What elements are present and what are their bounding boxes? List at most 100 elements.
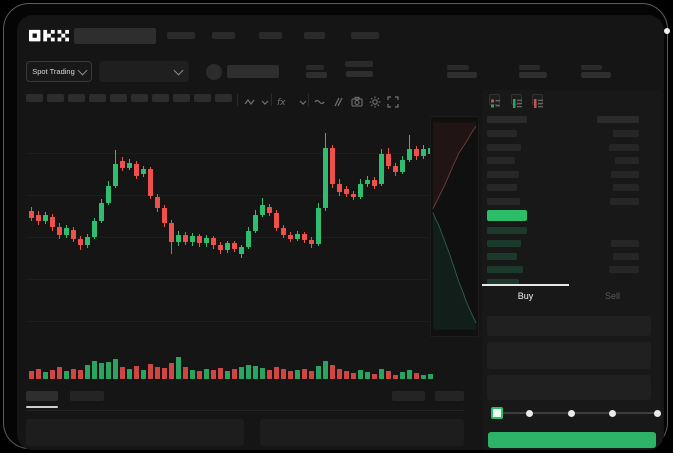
toolbar-chip[interactable]: [89, 94, 106, 102]
toolbar-chip[interactable]: [194, 94, 211, 102]
candle-wick: [408, 134, 410, 163]
nav-item-placeholder[interactable]: [304, 32, 325, 39]
toolbar-chip[interactable]: [131, 94, 148, 102]
candle-body: [162, 208, 167, 223]
volume-bar: [120, 367, 125, 379]
volume-bar: [50, 370, 55, 379]
slider-stop[interactable]: [609, 410, 616, 417]
candle-body: [288, 234, 293, 239]
price-input-placeholder[interactable]: [487, 316, 651, 336]
indicators-icon[interactable]: fx: [276, 95, 289, 108]
market-type-selector[interactable]: Spot Trading: [26, 61, 92, 82]
candle-body: [400, 160, 405, 173]
volume-bar: [176, 357, 181, 379]
volume-bar: [295, 370, 300, 379]
candle-body: [71, 229, 76, 239]
frame-camera-dot: [664, 28, 670, 34]
volume-bar: [99, 363, 104, 379]
header-search-placeholder[interactable]: [74, 28, 156, 44]
candle-body: [281, 227, 286, 235]
slider-stop[interactable]: [526, 410, 533, 417]
toolbar-chip[interactable]: [68, 94, 85, 102]
buy-button[interactable]: [488, 432, 656, 448]
orderbook-row-placeholder: [487, 143, 521, 151]
volume-bar: [218, 368, 223, 379]
fullscreen-icon[interactable]: [386, 95, 399, 108]
orderbook-row-placeholder: [609, 266, 639, 273]
gridline: [26, 279, 429, 280]
last-price-bar[interactable]: [487, 210, 527, 221]
chevron-down-icon[interactable]: [296, 95, 309, 108]
slider-stop[interactable]: [654, 410, 661, 417]
nav-item-placeholder[interactable]: [167, 32, 195, 39]
orderbook-row-placeholder: [609, 143, 639, 151]
bottom-action-placeholder[interactable]: [392, 391, 425, 401]
toolbar-chip[interactable]: [26, 94, 43, 102]
bottom-tab-active[interactable]: [26, 391, 58, 401]
chart-style-icon[interactable]: [243, 95, 256, 108]
nav-item-placeholder[interactable]: [259, 32, 282, 39]
volume-bar: [148, 364, 153, 379]
candle-body: [267, 207, 272, 214]
market-type-label: Spot Trading: [32, 67, 75, 76]
orders-panel-placeholder: [260, 419, 464, 446]
toolbar-chip[interactable]: [110, 94, 127, 102]
chevron-down-icon: [173, 65, 184, 75]
volume-bar: [57, 367, 62, 379]
orderbook-bids-icon[interactable]: [511, 94, 522, 108]
volume-bar: [358, 370, 363, 379]
orderbook-row-placeholder: [487, 157, 515, 165]
slider-handle[interactable]: [491, 407, 503, 419]
candle-body: [365, 179, 370, 184]
pair-name-placeholder: [227, 65, 279, 78]
pair-selector[interactable]: [99, 61, 189, 82]
volume-bar: [169, 363, 174, 379]
amount-input-placeholder[interactable]: [487, 342, 651, 369]
orderbook-row-placeholder: [613, 253, 639, 260]
settings-gear-icon[interactable]: [368, 95, 381, 108]
orderbook-row-placeholder: [615, 157, 639, 165]
slider-stop[interactable]: [568, 410, 575, 417]
orderbook-row-placeholder: [613, 130, 639, 137]
candle-body: [421, 148, 426, 157]
volume-bar: [267, 370, 272, 379]
orderbook-row-placeholder: [487, 240, 521, 247]
candle-body: [29, 211, 34, 219]
tab-buy[interactable]: Buy: [517, 291, 534, 301]
candle-body: [78, 238, 83, 246]
line-tool-icon[interactable]: [313, 95, 326, 108]
toolbar-chip[interactable]: [215, 94, 232, 102]
candle-body: [57, 226, 62, 235]
buy-tab-indicator: [482, 284, 569, 286]
volume-bar: [344, 371, 349, 379]
candle-body: [316, 208, 321, 245]
drawing-tools-icon[interactable]: [331, 95, 344, 108]
candle-body: [330, 147, 335, 184]
candle-body: [225, 243, 230, 251]
toolbar-chip[interactable]: [173, 94, 190, 102]
volume-bar: [134, 366, 139, 379]
camera-icon[interactable]: [350, 95, 363, 108]
candle-body: [309, 239, 314, 245]
bottom-tab[interactable]: [70, 391, 104, 401]
nav-item-placeholder[interactable]: [212, 32, 235, 39]
orderbook-asks-icon[interactable]: [532, 94, 543, 108]
orderbook-row-placeholder: [597, 116, 639, 123]
volume-bar: [421, 375, 426, 379]
candle-body: [141, 169, 146, 174]
amount-slider[interactable]: [493, 412, 659, 414]
candlestick-chart[interactable]: [26, 116, 433, 339]
tab-sell[interactable]: Sell: [604, 291, 620, 301]
candle-body: [176, 234, 181, 243]
nav-item-placeholder[interactable]: [351, 32, 379, 39]
bottom-action-placeholder[interactable]: [435, 391, 464, 401]
toolbar-chip[interactable]: [47, 94, 64, 102]
candle-body: [127, 163, 132, 169]
total-input-placeholder[interactable]: [487, 375, 651, 400]
chevron-down-icon[interactable]: [258, 95, 271, 108]
toolbar-chip[interactable]: [152, 94, 169, 102]
orderbook-both-icon[interactable]: [489, 94, 500, 107]
volume-bar: [302, 369, 307, 379]
active-tab-underline: [26, 406, 58, 408]
orders-panel-placeholder: [26, 419, 244, 446]
